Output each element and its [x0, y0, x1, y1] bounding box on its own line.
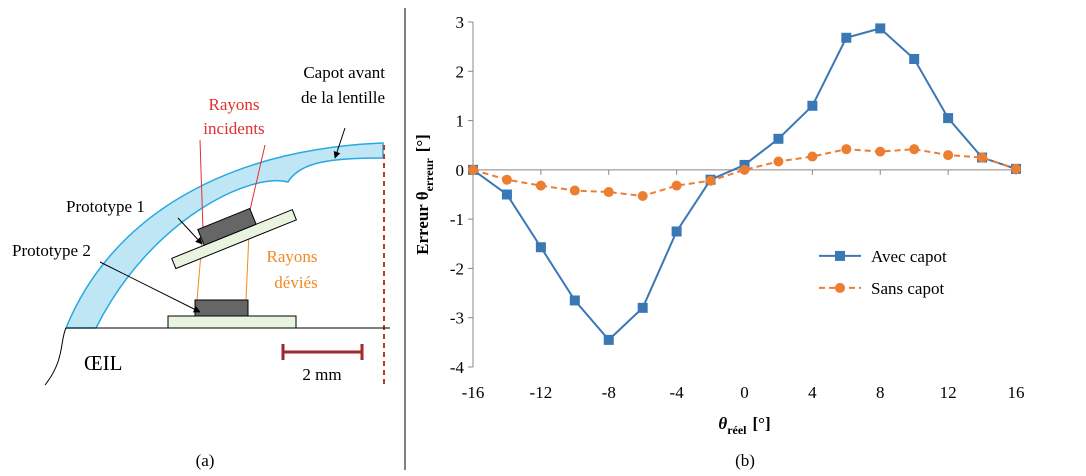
y-axis-label: Erreur θerreur [°] [413, 134, 436, 255]
label-sub: réel [727, 423, 747, 437]
diagram: Capot avant de la lentille Rayons incide… [12, 63, 390, 386]
ray [199, 139, 204, 231]
label: Rayons [267, 247, 318, 266]
x-tick-label: 8 [876, 383, 885, 402]
data-point [943, 150, 954, 161]
data-point [739, 164, 750, 175]
x-tick-label: 4 [808, 383, 817, 402]
label: Rayons [209, 95, 260, 114]
arrow [177, 217, 203, 245]
data-point [807, 100, 818, 111]
x-tick-label: -16 [462, 383, 485, 402]
eye-outline [44, 327, 67, 386]
legend-marker [835, 250, 845, 261]
data-point [637, 302, 648, 313]
lens-cover [64, 142, 384, 329]
arrow [99, 261, 201, 313]
data-point [468, 164, 478, 175]
y-tick-label: -3 [450, 309, 464, 328]
label: Prototype 2 [12, 241, 91, 260]
data-point [841, 144, 852, 155]
label: Capot avant [303, 63, 385, 82]
data-point [603, 334, 614, 345]
data-point [569, 185, 580, 196]
x-tick-label: 16 [1008, 383, 1025, 402]
scale-bar [281, 344, 364, 360]
x-axis-label: θréel [°] [718, 414, 770, 437]
arrow [333, 127, 346, 159]
y-tick-label: -2 [450, 259, 464, 278]
data-point [841, 32, 852, 43]
label-part: [°] [753, 414, 771, 433]
legend-label: Avec capot [871, 247, 947, 266]
y-tick-label: 3 [456, 13, 465, 32]
legend-label: Sans capot [871, 279, 944, 298]
label: ŒIL [84, 351, 123, 375]
data-point [1011, 163, 1021, 174]
label: Prototype 1 [66, 197, 145, 216]
data-point [637, 190, 648, 201]
data-point [773, 133, 784, 144]
label-part: [°] [413, 134, 432, 152]
x-tick-label: 0 [740, 383, 749, 402]
legend-marker [835, 282, 845, 293]
prototype-1 [171, 207, 298, 270]
data-point [943, 113, 954, 124]
series-line [472, 148, 1017, 197]
label: incidents [203, 119, 264, 138]
data-point [535, 242, 546, 253]
data-point [501, 174, 512, 185]
data-point [909, 144, 920, 155]
x-tick-label: 12 [940, 383, 957, 402]
legend-box [811, 233, 996, 310]
label-part: Erreur θ [413, 191, 432, 255]
data-point [705, 175, 716, 186]
caption: (a) [196, 451, 215, 470]
data-point [671, 180, 682, 191]
data-point [807, 151, 818, 162]
x-tick-label: -12 [530, 383, 553, 402]
caption: (b) [735, 451, 755, 470]
data-point [977, 152, 988, 163]
data-point [603, 187, 614, 198]
label-part: θ [718, 414, 727, 433]
data-point [501, 189, 512, 200]
label: 2 mm [302, 365, 341, 384]
label: déviés [274, 273, 317, 292]
prototype-2-base [167, 315, 297, 329]
data-point [909, 53, 920, 64]
data-point [569, 295, 580, 306]
data-point [671, 226, 682, 237]
prototype-2-chip [194, 299, 249, 317]
x-tick-label: -4 [670, 383, 685, 402]
label-sub: erreur [422, 158, 436, 192]
data-point [875, 23, 886, 34]
data-point [875, 146, 886, 157]
y-tick-label: -1 [450, 210, 464, 229]
y-tick-label: 0 [456, 161, 465, 180]
ray [249, 144, 266, 211]
x-tick-label: -8 [602, 383, 616, 402]
data-point [773, 156, 784, 167]
data-point [535, 180, 546, 191]
y-tick-label: 2 [456, 62, 465, 81]
y-tick-label: -4 [450, 358, 465, 377]
label: de la lentille [301, 88, 385, 107]
y-tick-label: 1 [456, 112, 465, 131]
